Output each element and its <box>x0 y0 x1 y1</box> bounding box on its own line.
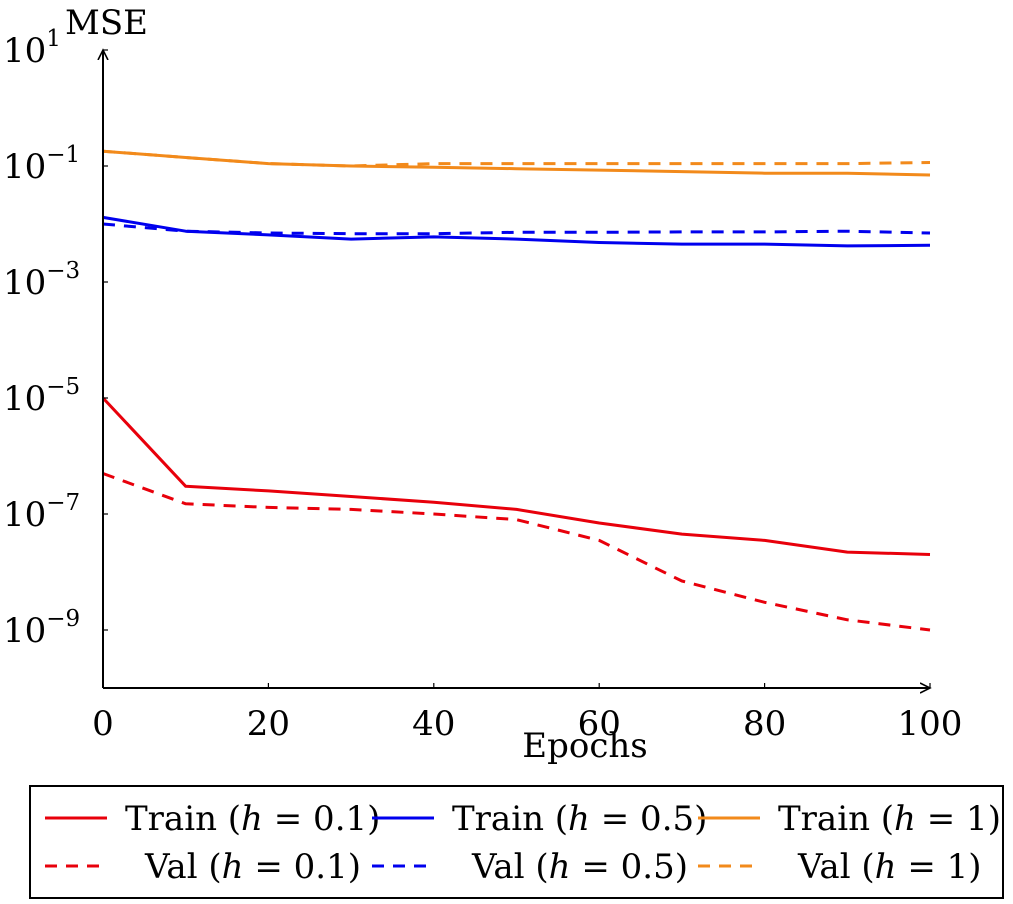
y-tick-label: 101 <box>3 26 61 71</box>
legend-label: Val (h = 0.5) <box>471 847 688 887</box>
y-tick-exponent: −3 <box>46 258 80 284</box>
x-tick-label: 100 <box>898 704 963 744</box>
legend-label: Train (h = 0.1) <box>125 799 380 839</box>
series-line-0 <box>101 396 931 556</box>
series-line-3 <box>102 472 931 632</box>
legend-label: Train (h = 1) <box>778 799 1001 839</box>
y-tick-label: 10−9 <box>3 606 80 651</box>
legend: Train (h = 0.1) Train (h = 0.5) Train (h =… <box>29 785 1004 899</box>
y-tick-base: 10 <box>3 263 46 303</box>
y-tick-exponent: −9 <box>46 606 80 632</box>
y-tick-label: 10−7 <box>3 490 80 535</box>
y-tick-base: 10 <box>3 495 46 535</box>
legend-label: Train (h = 0.5) <box>452 799 707 839</box>
x-tick-label: 40 <box>412 704 455 744</box>
y-tick-exponent: −7 <box>46 490 80 516</box>
y-tick-label: 10−3 <box>3 258 80 303</box>
legend-label: Val (h = 0.1) <box>144 847 361 887</box>
series-line-2 <box>102 149 931 177</box>
legend-box <box>29 785 1004 899</box>
x-tick-label: 80 <box>743 704 786 744</box>
y-tick-label: 10−5 <box>3 374 80 419</box>
y-tick-base: 10 <box>3 31 46 71</box>
series-layer <box>101 149 931 632</box>
x-axis-label: Epochs <box>522 726 647 766</box>
y-tick-base: 10 <box>3 147 46 187</box>
y-tick-base: 10 <box>3 611 46 651</box>
x-ticks: 0 20 40 60 80 100 <box>92 683 962 744</box>
x-tick-label: 60 <box>578 704 621 744</box>
y-tick-exponent: 1 <box>46 26 61 52</box>
y-tick-exponent: −1 <box>46 142 80 168</box>
legend-label: Val (h = 1) <box>797 847 982 887</box>
y-tick-base: 10 <box>3 379 46 419</box>
x-tick-label: 0 <box>92 704 114 744</box>
series-line-5 <box>102 149 931 168</box>
series-line-1 <box>102 215 931 248</box>
y-tick-label: 10−1 <box>3 142 80 187</box>
x-tick-label: 20 <box>247 704 290 744</box>
y-tick-exponent: −5 <box>46 374 80 400</box>
y-axis-label: MSE <box>65 3 148 43</box>
